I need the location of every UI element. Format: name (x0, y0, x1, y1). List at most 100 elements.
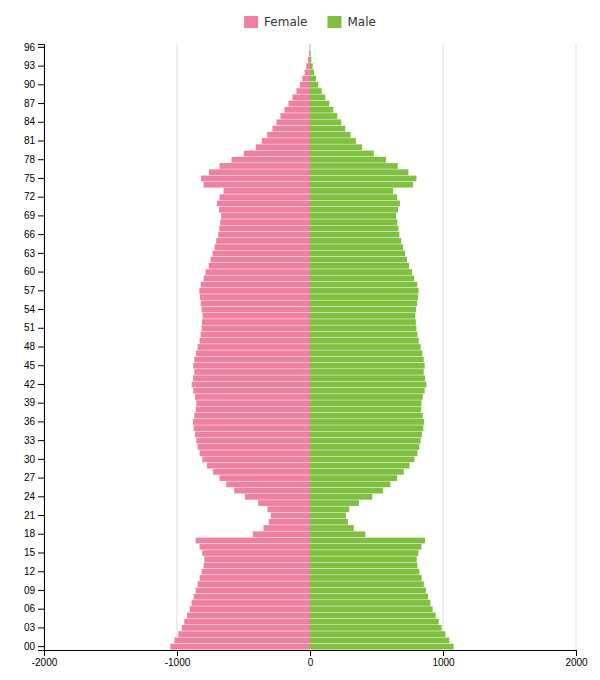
bar (296, 88, 310, 94)
tick: 39 (24, 397, 44, 408)
tick: 81 (24, 135, 44, 146)
tick-mark (38, 459, 44, 460)
bar (253, 531, 310, 537)
tick: -1000 (165, 650, 191, 668)
tick-mark (38, 215, 44, 216)
bar (310, 569, 419, 575)
bar (310, 194, 397, 200)
bar (310, 494, 372, 500)
bar (280, 113, 310, 119)
tick-mark (38, 197, 44, 198)
bar (310, 107, 333, 113)
grid-line (177, 44, 178, 650)
tick-label: 18 (24, 528, 36, 539)
bar (310, 300, 417, 306)
tick: 00 (24, 641, 44, 652)
tick: 09 (24, 585, 44, 596)
legend-item: Male (327, 15, 375, 29)
tick: 48 (24, 341, 44, 352)
bar (195, 394, 310, 400)
bar (310, 350, 422, 356)
bar (310, 500, 359, 506)
bar (310, 288, 419, 294)
tick: 66 (24, 229, 44, 240)
axis-domain (45, 651, 577, 657)
series (310, 44, 454, 649)
bar (209, 169, 310, 175)
chart: -2000-1000010002000000306091215182124273… (0, 0, 600, 680)
bar (310, 126, 345, 132)
bar (174, 638, 310, 644)
tick-label: 09 (24, 585, 36, 596)
tick-mark (38, 440, 44, 441)
bar (198, 344, 310, 350)
tick: 96 (24, 42, 44, 53)
bar (310, 519, 348, 525)
tick-mark (38, 590, 44, 591)
y-axis: 0003060912151821242730333639424548515457… (24, 42, 45, 652)
tick-mark (38, 421, 44, 422)
bar (196, 588, 310, 594)
series (170, 44, 310, 649)
tick-label: 27 (24, 472, 36, 483)
bar (258, 500, 310, 506)
bar (310, 525, 354, 531)
bar (310, 357, 424, 363)
bar (193, 419, 310, 425)
bar (310, 644, 454, 650)
tick-label: 63 (24, 248, 36, 259)
bar (220, 163, 310, 169)
tick: 03 (24, 622, 44, 633)
tick: 60 (24, 266, 44, 277)
bar (288, 101, 310, 107)
bar (310, 513, 346, 519)
bar (284, 107, 310, 113)
tick-mark (310, 650, 311, 656)
bar (213, 250, 310, 256)
bar (207, 463, 310, 469)
bar (310, 556, 417, 562)
bar (310, 307, 416, 313)
bar (310, 432, 422, 438)
bar (310, 638, 449, 644)
bar (310, 69, 314, 75)
bar (310, 456, 414, 462)
bar (310, 138, 356, 144)
bar (310, 325, 416, 331)
tick-mark (38, 571, 44, 572)
bar (310, 163, 398, 169)
tick-label: 69 (24, 210, 36, 221)
bar (220, 475, 310, 481)
legend-swatch (327, 16, 341, 28)
bar (310, 488, 383, 494)
tick-label: 24 (24, 491, 36, 502)
bar (310, 132, 351, 138)
tick: -2000 (32, 650, 58, 668)
bar (182, 625, 310, 631)
tick: 15 (24, 547, 44, 558)
tick-label: 72 (24, 191, 36, 202)
bar (310, 375, 425, 381)
bar (310, 232, 399, 238)
tick-mark (38, 478, 44, 479)
tick-mark (38, 178, 44, 179)
bar (310, 157, 386, 163)
bar (215, 244, 310, 250)
bar (310, 444, 419, 450)
bar (310, 575, 422, 581)
tick: 24 (24, 491, 44, 502)
tick-label: 00 (24, 641, 36, 652)
bar (310, 319, 416, 325)
tick-label: 93 (24, 60, 36, 71)
bar (234, 488, 310, 494)
bar (302, 76, 310, 82)
bar (202, 307, 310, 313)
bar (310, 113, 337, 119)
bar (310, 338, 419, 344)
bar (310, 282, 417, 288)
tick: 72 (24, 191, 44, 202)
bar (310, 588, 426, 594)
tick-mark (38, 496, 44, 497)
bar (310, 475, 397, 481)
tick-label: 30 (24, 454, 36, 465)
